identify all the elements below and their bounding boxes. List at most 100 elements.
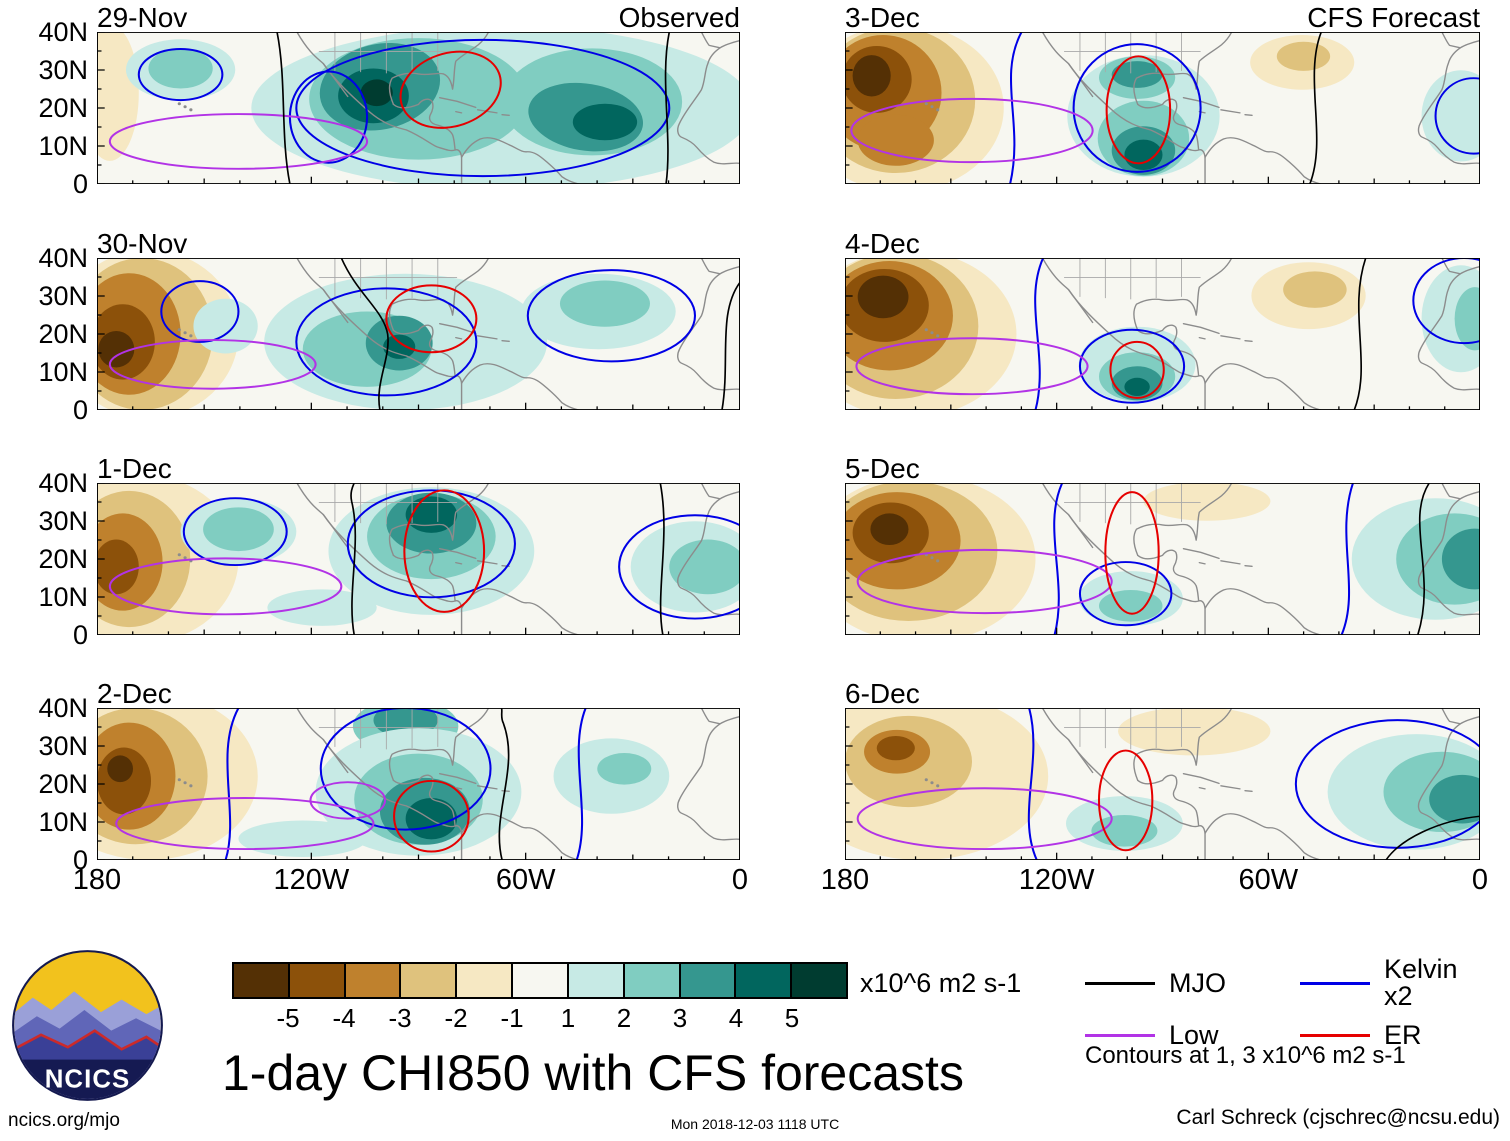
shading-blob — [572, 103, 638, 141]
contour-low — [309, 781, 387, 820]
legend-item: MJO — [1085, 956, 1300, 1010]
contour-legend: MJO Kelvin x2 Low ER — [1085, 956, 1485, 1049]
map-panel-5-dec — [845, 483, 1480, 635]
colorbar-tick-label: 4 — [728, 1003, 744, 1033]
contour-low — [108, 339, 317, 390]
panel-header: 30-Nov — [97, 228, 740, 258]
footer-website: ncics.org/mjo — [8, 1110, 120, 1131]
y-axis-tick-label: 0 — [72, 395, 88, 425]
colorbar-tick-label: -3 — [388, 1003, 412, 1033]
x-axis-tick-label: 0 — [731, 864, 749, 896]
y-axis-tick-label: 30N — [38, 506, 88, 536]
contour-levels-note: Contours at 1, 3 x10^6 m2 s-1 — [1085, 1042, 1406, 1069]
island-dot — [930, 331, 934, 335]
colorbar-segment — [234, 964, 290, 997]
contour-kelvin — [182, 497, 288, 567]
island-dot — [183, 331, 187, 335]
contour-kelvin — [1009, 32, 1023, 184]
panel-date-label: 6-Dec — [845, 678, 920, 709]
contour-kelvin — [346, 489, 516, 599]
page-title: 1-day CHI850 with CFS forecasts — [222, 1045, 964, 1101]
shading-blob — [1124, 377, 1150, 397]
island-dot — [183, 781, 187, 785]
island-dot — [936, 108, 940, 112]
contour-mjo — [1385, 815, 1480, 860]
shading-blob — [1421, 70, 1480, 162]
contour-kelvin — [575, 708, 587, 860]
column-heading: Observed — [618, 2, 740, 33]
contour-mjo — [1416, 483, 1431, 635]
contour-mjo — [1353, 258, 1367, 410]
y-axis-tick-label: 20N — [38, 769, 88, 799]
y-axis-tick-label: 10N — [38, 357, 88, 387]
coastlines — [296, 483, 740, 635]
contour-mjo — [340, 258, 389, 410]
colorbar-tick-label: 1 — [560, 1003, 576, 1033]
map-panel-6-dec — [845, 708, 1480, 860]
island-dot — [183, 105, 187, 109]
shading-blob — [852, 55, 891, 97]
state-borders — [1064, 483, 1201, 525]
legend-label: Low — [1169, 1020, 1219, 1050]
y-axis-tick-label: 20N — [38, 544, 88, 574]
contour-mjo — [350, 483, 357, 635]
x-axis-tick-label: 120W — [273, 864, 350, 896]
colorbar-segment — [401, 964, 458, 997]
legend-item: Kelvin x2 — [1300, 956, 1485, 1010]
colorbar-tick-label: -2 — [444, 1003, 468, 1033]
island-dot — [924, 102, 928, 106]
coastlines — [1041, 258, 1480, 410]
shading-blob — [360, 79, 393, 107]
island-dot — [189, 334, 193, 338]
legend-line-swatch — [1300, 981, 1370, 985]
contour-low — [856, 787, 1113, 851]
logo-text: NCICS — [45, 1066, 131, 1094]
island-dot — [177, 553, 181, 557]
footer-author: Carl Schreck (cjschrec@ncsu.edu) — [1176, 1106, 1500, 1129]
shading-blob — [1283, 271, 1347, 308]
contour-er — [1104, 491, 1160, 615]
map-panel-29-nov — [97, 32, 740, 184]
panel-date-label: 29-Nov — [97, 2, 188, 33]
column-heading: CFS Forecast — [1307, 2, 1480, 33]
island-dot — [936, 559, 940, 563]
shading-blob — [1429, 774, 1480, 824]
shading-blob — [1111, 61, 1163, 88]
map-panel-1-dec — [97, 483, 740, 635]
colorbar-segment — [345, 964, 402, 997]
shading-blob — [203, 507, 274, 552]
y-axis-tick-label: 10N — [38, 131, 88, 161]
colorbar-tick-label: -4 — [332, 1003, 356, 1033]
shading-blob — [267, 589, 377, 626]
island-dot — [924, 778, 928, 782]
contour-low — [108, 557, 343, 616]
panel-date-label: 30-Nov — [97, 228, 188, 259]
colorbar-segment — [792, 964, 846, 997]
axis-ticks — [845, 708, 1480, 860]
shading-blob — [876, 735, 915, 761]
x-axis-tick-label: 180 — [72, 864, 122, 896]
x-axis-tick-label: 120W — [1018, 864, 1095, 896]
x-axis-tick-label: 60W — [495, 864, 556, 896]
island-dot — [183, 556, 187, 560]
contour-er — [399, 50, 502, 129]
legend-item: Low — [1085, 1022, 1300, 1049]
panel-header: 1-Dec — [97, 453, 740, 483]
contour-mjo — [721, 281, 740, 410]
y-axis-tick-label: 40N — [38, 468, 88, 498]
contour-kelvin — [137, 48, 224, 102]
colorbar-segment — [624, 964, 681, 997]
colorbar-segment — [680, 964, 737, 997]
colorbar-tick-label: 3 — [672, 1003, 688, 1033]
shading-blob — [1118, 708, 1271, 756]
panel-date-label: 4-Dec — [845, 228, 920, 259]
island-dot — [189, 784, 193, 788]
contour-kelvin — [1034, 258, 1045, 410]
coastlines — [1041, 708, 1480, 860]
legend-item: ER — [1300, 1022, 1485, 1049]
colorbar-segment — [568, 964, 625, 997]
shading-blob — [383, 334, 416, 359]
shading-blob — [1454, 287, 1480, 351]
contour-mjo — [276, 32, 291, 184]
